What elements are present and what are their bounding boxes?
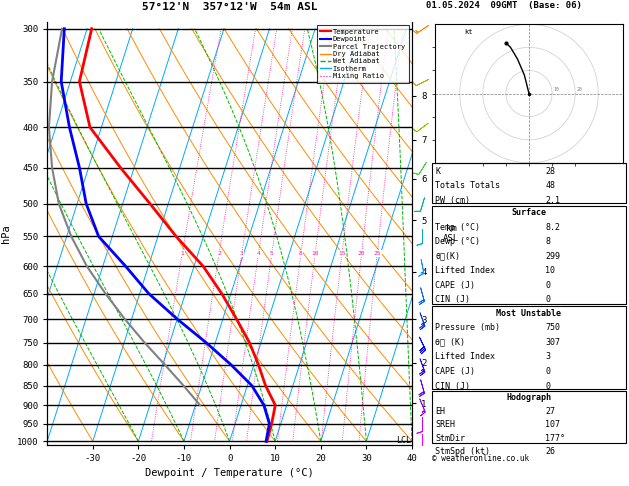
Text: LCL: LCL — [396, 436, 411, 445]
Text: Surface: Surface — [511, 208, 547, 217]
Text: 10: 10 — [554, 87, 559, 92]
Text: 0: 0 — [545, 382, 550, 391]
Text: CIN (J): CIN (J) — [435, 382, 470, 391]
Text: EH: EH — [435, 407, 445, 416]
Text: 307: 307 — [545, 338, 560, 347]
Y-axis label: km
ASL: km ASL — [443, 224, 459, 243]
Text: Dewp (°C): Dewp (°C) — [435, 237, 481, 246]
Text: Temp (°C): Temp (°C) — [435, 223, 481, 232]
Text: 8.2: 8.2 — [545, 223, 560, 232]
Text: 20: 20 — [576, 87, 582, 92]
Legend: Temperature, Dewpoint, Parcel Trajectory, Dry Adiabat, Wet Adiabat, Isotherm, Mi: Temperature, Dewpoint, Parcel Trajectory… — [317, 25, 408, 83]
Text: 177°: 177° — [545, 434, 565, 443]
Text: 0: 0 — [545, 367, 550, 376]
Text: 5: 5 — [270, 251, 274, 256]
Text: 26: 26 — [545, 448, 555, 456]
Text: 1: 1 — [181, 251, 184, 256]
Text: 4: 4 — [257, 251, 260, 256]
Text: 10: 10 — [311, 251, 319, 256]
Text: 3: 3 — [240, 251, 243, 256]
Text: 25: 25 — [374, 251, 381, 256]
Text: 28: 28 — [545, 167, 555, 176]
Text: 0: 0 — [545, 281, 550, 290]
Text: 750: 750 — [545, 323, 560, 332]
Text: θᴄ(K): θᴄ(K) — [435, 252, 460, 261]
Text: PW (cm): PW (cm) — [435, 196, 470, 205]
Text: 3: 3 — [545, 352, 550, 362]
Text: StmDir: StmDir — [435, 434, 465, 443]
Text: 20: 20 — [358, 251, 365, 256]
Text: 0: 0 — [545, 295, 550, 305]
Text: SREH: SREH — [435, 420, 455, 429]
Text: Most Unstable: Most Unstable — [496, 309, 562, 318]
Text: Lifted Index: Lifted Index — [435, 352, 495, 362]
Text: 48: 48 — [545, 181, 555, 191]
Text: CAPE (J): CAPE (J) — [435, 367, 476, 376]
Text: 299: 299 — [545, 252, 560, 261]
Text: Hodograph: Hodograph — [506, 393, 552, 402]
Y-axis label: hPa: hPa — [1, 224, 11, 243]
Text: 01.05.2024  09GMT  (Base: 06): 01.05.2024 09GMT (Base: 06) — [426, 0, 582, 10]
Text: Pressure (mb): Pressure (mb) — [435, 323, 500, 332]
Text: 27: 27 — [545, 407, 555, 416]
Text: StmSpd (kt): StmSpd (kt) — [435, 448, 490, 456]
Text: CIN (J): CIN (J) — [435, 295, 470, 305]
Text: 2: 2 — [217, 251, 221, 256]
Text: 2.1: 2.1 — [545, 196, 560, 205]
Text: Totals Totals: Totals Totals — [435, 181, 500, 191]
Text: 8: 8 — [545, 237, 550, 246]
Text: 8: 8 — [299, 251, 303, 256]
Text: θᴄ (K): θᴄ (K) — [435, 338, 465, 347]
Text: 15: 15 — [338, 251, 346, 256]
Text: K: K — [435, 167, 440, 176]
Text: © weatheronline.co.uk: © weatheronline.co.uk — [432, 454, 529, 464]
Text: 10: 10 — [545, 266, 555, 276]
Text: kt: kt — [464, 29, 473, 35]
Text: Lifted Index: Lifted Index — [435, 266, 495, 276]
X-axis label: Dewpoint / Temperature (°C): Dewpoint / Temperature (°C) — [145, 469, 314, 478]
Text: CAPE (J): CAPE (J) — [435, 281, 476, 290]
Text: 57°12'N  357°12'W  54m ASL: 57°12'N 357°12'W 54m ASL — [142, 2, 318, 12]
Text: 107: 107 — [545, 420, 560, 429]
